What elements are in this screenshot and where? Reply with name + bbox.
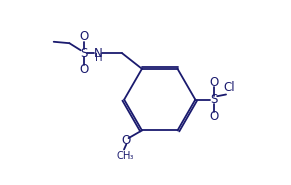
Text: O: O xyxy=(209,76,219,89)
Text: ₃: ₃ xyxy=(129,152,133,161)
Text: O: O xyxy=(209,110,219,123)
Text: N: N xyxy=(94,47,103,60)
Text: O: O xyxy=(122,134,131,147)
Text: S: S xyxy=(210,93,217,106)
Text: S: S xyxy=(80,47,87,60)
Text: O: O xyxy=(79,63,88,76)
Text: H: H xyxy=(95,53,102,63)
Text: Cl: Cl xyxy=(224,81,235,94)
Text: O: O xyxy=(79,30,88,43)
Text: CH: CH xyxy=(117,151,131,161)
